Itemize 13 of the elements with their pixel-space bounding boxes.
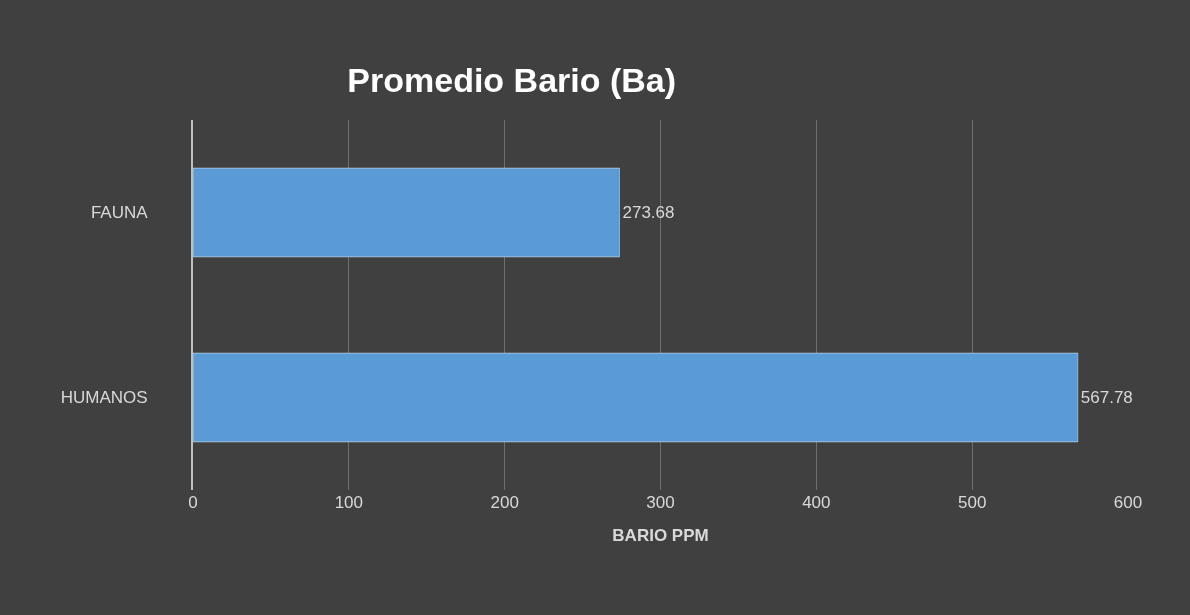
x-tick-label: 0 — [188, 493, 198, 512]
x-axis-title: BARIO PPM — [612, 526, 709, 546]
x-tick-label: 600 — [1113, 493, 1143, 512]
x-tick-label: 400 — [802, 493, 831, 512]
x-tick-label: 200 — [490, 493, 519, 512]
x-tick-label: 500 — [957, 493, 987, 512]
x-tick-label: 100 — [334, 493, 364, 512]
x-tick-label: 300 — [646, 493, 675, 512]
data-label: 273.68 — [622, 203, 675, 222]
data-label: 567.78 — [1080, 388, 1133, 407]
chart-title: Promedio Bario (Ba) — [347, 60, 677, 99]
y-tick-label: FAUNA — [90, 203, 149, 223]
y-tick-label: HUMANOS — [60, 388, 148, 408]
